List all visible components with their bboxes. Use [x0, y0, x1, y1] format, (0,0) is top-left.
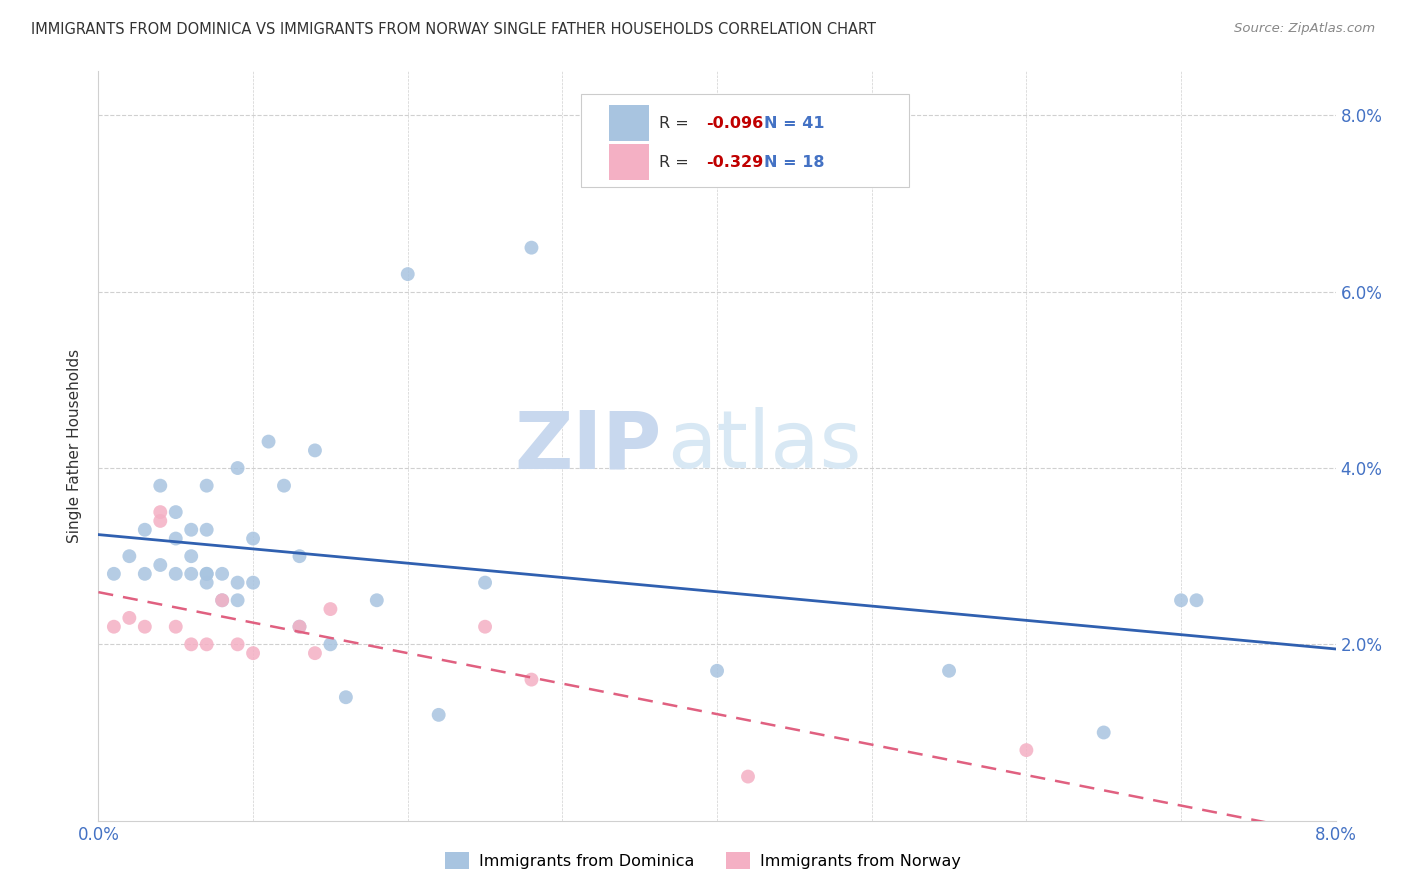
Point: [938, 664, 960, 678]
Point: [165, 566, 187, 581]
Text: N = 41: N = 41: [763, 116, 824, 130]
Point: [165, 620, 187, 634]
Point: [180, 523, 202, 537]
Point: [427, 707, 450, 722]
Point: [288, 549, 311, 564]
Point: [520, 673, 543, 687]
Point: [180, 566, 202, 581]
Point: [134, 620, 156, 634]
Point: [195, 523, 218, 537]
Point: [180, 549, 202, 564]
Point: [242, 575, 264, 590]
Text: N = 18: N = 18: [763, 154, 824, 169]
Point: [226, 593, 249, 607]
Point: [134, 566, 156, 581]
Point: [195, 637, 218, 651]
Text: R =: R =: [659, 154, 693, 169]
Text: -0.329: -0.329: [706, 154, 763, 169]
Legend: Immigrants from Dominica, Immigrants from Norway: Immigrants from Dominica, Immigrants fro…: [439, 846, 967, 875]
Point: [226, 575, 249, 590]
Point: [257, 434, 280, 449]
Point: [195, 478, 218, 492]
Point: [319, 602, 342, 616]
Point: [226, 461, 249, 475]
Point: [118, 549, 141, 564]
Point: [1015, 743, 1038, 757]
Point: [103, 566, 125, 581]
Point: [242, 646, 264, 660]
Point: [103, 620, 125, 634]
Point: [1170, 593, 1192, 607]
Text: R =: R =: [659, 116, 693, 130]
Point: [165, 505, 187, 519]
Point: [288, 620, 311, 634]
Point: [474, 575, 496, 590]
Point: [149, 514, 172, 528]
Text: ZIP: ZIP: [515, 407, 661, 485]
Point: [319, 637, 342, 651]
Point: [304, 646, 326, 660]
Point: [195, 566, 218, 581]
Text: Source: ZipAtlas.com: Source: ZipAtlas.com: [1234, 22, 1375, 36]
Point: [273, 478, 295, 492]
Point: [165, 532, 187, 546]
Point: [195, 566, 218, 581]
Text: atlas: atlas: [668, 407, 862, 485]
Point: [520, 241, 543, 255]
FancyBboxPatch shape: [581, 94, 908, 187]
Point: [706, 664, 728, 678]
Point: [149, 478, 172, 492]
Point: [1092, 725, 1115, 739]
Point: [366, 593, 388, 607]
Point: [304, 443, 326, 458]
FancyBboxPatch shape: [609, 105, 650, 141]
Point: [149, 558, 172, 572]
Point: [396, 267, 419, 281]
Point: [335, 690, 357, 705]
Point: [474, 620, 496, 634]
Point: [226, 637, 249, 651]
FancyBboxPatch shape: [609, 145, 650, 180]
Point: [149, 505, 172, 519]
Point: [288, 620, 311, 634]
Point: [211, 593, 233, 607]
Point: [118, 611, 141, 625]
Point: [134, 523, 156, 537]
Point: [211, 566, 233, 581]
Point: [1185, 593, 1208, 607]
Point: [242, 532, 264, 546]
Point: [737, 770, 759, 784]
Point: [211, 593, 233, 607]
Point: [180, 637, 202, 651]
Y-axis label: Single Father Households: Single Father Households: [67, 349, 83, 543]
Text: -0.096: -0.096: [706, 116, 763, 130]
Text: IMMIGRANTS FROM DOMINICA VS IMMIGRANTS FROM NORWAY SINGLE FATHER HOUSEHOLDS CORR: IMMIGRANTS FROM DOMINICA VS IMMIGRANTS F…: [31, 22, 876, 37]
Point: [195, 575, 218, 590]
